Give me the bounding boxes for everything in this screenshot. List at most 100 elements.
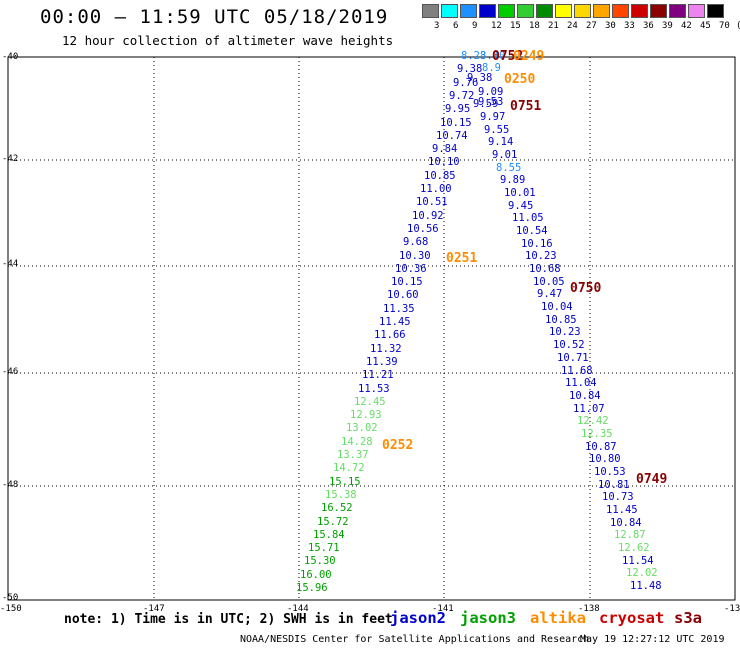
swh-value: 15.15 <box>329 476 361 488</box>
swh-value: 10.16 <box>521 238 553 250</box>
lat-label: -48 <box>2 480 19 490</box>
color-scale-label: 30 <box>605 21 616 31</box>
swh-value: 14.72 <box>333 462 365 474</box>
swh-value: 11.05 <box>512 212 544 224</box>
swh-value: 10.74 <box>436 130 468 142</box>
swh-value: 10.51 <box>416 196 448 208</box>
color-swatch <box>479 4 496 18</box>
swh-value: 11.00 <box>420 183 452 195</box>
swh-value: 9.95 <box>445 103 471 115</box>
swh-value: 10.52 <box>553 339 585 351</box>
swh-value: 11.66 <box>374 329 406 341</box>
swh-value: 15.30 <box>304 555 336 567</box>
swh-value: 10.92 <box>412 210 444 222</box>
color-swatch <box>536 4 553 18</box>
swh-value: 10.68 <box>529 263 561 275</box>
time-label: 0252 <box>382 438 414 453</box>
color-scale-label: 33 <box>624 21 635 31</box>
color-swatch <box>669 4 686 18</box>
swh-value: 11.39 <box>366 356 398 368</box>
swh-value: 9.47 <box>537 288 563 300</box>
time-label: 0251 <box>446 251 478 266</box>
swh-value: 12.62 <box>618 542 650 554</box>
color-swatch <box>593 4 610 18</box>
footnote: note: 1) Time is in UTC; 2) SWH is in fe… <box>64 612 393 627</box>
color-swatch <box>612 4 629 18</box>
time-label: 0749 <box>636 472 668 487</box>
swh-value: 11.04 <box>565 377 597 389</box>
time-label: 0249 <box>513 49 545 64</box>
color-scale-label: 39 <box>662 21 673 31</box>
swh-value: 11.54 <box>622 555 654 567</box>
swh-value: 8.55 <box>496 162 522 174</box>
footer-credit: NOAA/NESDIS Center for Satellite Applica… <box>240 634 590 645</box>
lat-label: -42 <box>2 154 19 164</box>
swh-value: 15.84 <box>313 529 345 541</box>
color-scale-label: 12 <box>491 21 502 31</box>
lon-label: -144 <box>287 604 309 614</box>
swh-value: 8.9 <box>482 62 501 74</box>
color-scale-label: 3 <box>434 21 440 31</box>
swh-value: 8.10 <box>480 50 506 62</box>
swh-value: 9.72 <box>449 90 475 102</box>
swh-value: 11.07 <box>573 403 605 415</box>
swh-value: 10.15 <box>391 276 423 288</box>
page-subtitle: 12 hour collection of altimeter wave hei… <box>62 33 394 48</box>
swh-value: 9.55 <box>484 124 510 136</box>
color-scale-label: 9 <box>472 21 478 31</box>
legend-jason2: jason2 <box>390 609 446 627</box>
swh-value: 10.53 <box>594 466 626 478</box>
color-scale-label: 15 <box>510 21 521 31</box>
swh-value: 13.02 <box>346 422 378 434</box>
swh-value: 14.28 <box>341 436 373 448</box>
swh-value: 11.68 <box>561 365 593 377</box>
lat-label: -44 <box>2 259 19 269</box>
color-swatch <box>650 4 667 18</box>
color-scale-label: 36 <box>643 21 654 31</box>
swh-value: 10.81 <box>598 479 630 491</box>
swh-value: 10.85 <box>545 314 577 326</box>
swh-value: 12.93 <box>350 409 382 421</box>
swh-value: 10.04 <box>541 301 573 313</box>
swh-value: 12.42 <box>577 415 609 427</box>
color-swatch <box>555 4 572 18</box>
swh-value: 9.38 <box>467 72 493 84</box>
swh-value: 12.35 <box>581 428 613 440</box>
swh-value: 9.89 <box>500 174 526 186</box>
swh-value: 10.71 <box>557 352 589 364</box>
color-scale-label: 18 <box>529 21 540 31</box>
color-swatch <box>707 4 724 18</box>
page-title: 00:00 – 11:59 UTC 05/18/2019 <box>40 6 389 28</box>
swh-value: 9.97 <box>480 111 506 123</box>
legend-jason3: jason3 <box>460 609 516 627</box>
swh-value: 15.72 <box>317 516 349 528</box>
lat-label: -40 <box>2 52 19 62</box>
legend-s3a: s3a <box>674 609 702 627</box>
graticule <box>8 56 735 600</box>
color-scale-label: 27 <box>586 21 597 31</box>
map-frame <box>7 56 736 601</box>
time-label: 0751 <box>510 99 542 114</box>
swh-value: 11.45 <box>379 316 411 328</box>
swh-value: 10.73 <box>602 491 634 503</box>
swh-value: 10.80 <box>589 453 621 465</box>
swh-value: 10.15 <box>440 117 472 129</box>
color-scale-label: (ft) <box>736 21 740 31</box>
swh-value: 10.54 <box>516 225 548 237</box>
color-scale-label: 70 <box>719 21 730 31</box>
swh-value: 11.35 <box>383 303 415 315</box>
color-scale-label: 21 <box>548 21 559 31</box>
swh-value: 9.45 <box>508 200 534 212</box>
swh-value: 10.10 <box>428 156 460 168</box>
lon-label: -138 <box>578 604 600 614</box>
swh-value: 8.23 <box>461 50 487 62</box>
swh-value: 9.59 <box>473 98 499 110</box>
color-swatch <box>441 4 458 18</box>
swh-value: 12.02 <box>626 567 658 579</box>
lon-label: -147 <box>143 604 165 614</box>
swh-value: 9.84 <box>432 143 458 155</box>
swh-value: 15.38 <box>325 489 357 501</box>
swh-value: 12.87 <box>614 529 646 541</box>
swh-value: 10.84 <box>569 390 601 402</box>
color-scale-label: 24 <box>567 21 578 31</box>
